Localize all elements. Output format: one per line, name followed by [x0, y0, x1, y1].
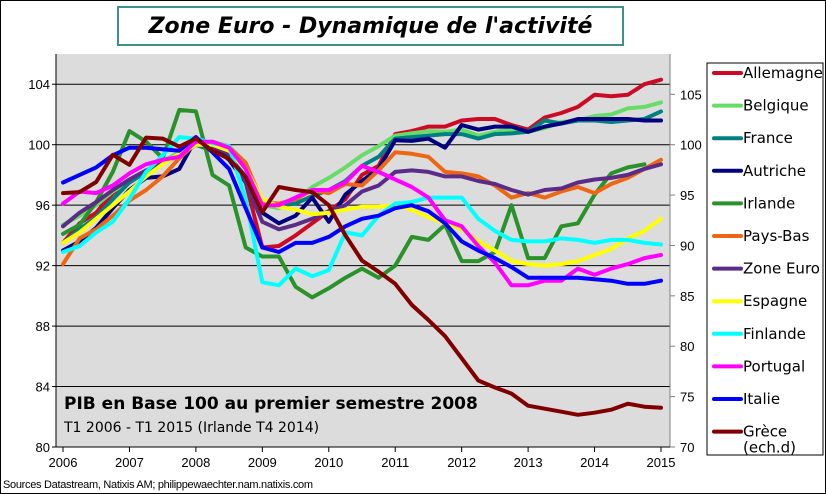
- x-tick-label: 2007: [115, 455, 144, 470]
- legend-label: Irlande: [743, 194, 795, 212]
- right-tick-label: 75: [680, 390, 694, 405]
- legend-label: Espagne: [743, 292, 807, 310]
- legend-label: Autriche: [743, 162, 806, 180]
- series-line-pays-bas: [61, 141, 663, 267]
- series-line-espagne: [61, 142, 663, 268]
- legend-label: Portugal: [743, 357, 805, 375]
- legend-label-note: (ech.d): [743, 439, 796, 457]
- left-tick-label: 80: [36, 440, 50, 455]
- chart-title: Zone Euro - Dynamique de l'activité: [117, 6, 624, 46]
- left-tick-label: 96: [36, 198, 50, 213]
- x-tick-label: 2012: [447, 455, 476, 470]
- x-tick-label: 2010: [314, 455, 343, 470]
- series-line-grèce-ech-d-: [61, 135, 663, 417]
- legend: [706, 62, 824, 456]
- left-tick-label: 104: [28, 77, 50, 92]
- left-tick-label: 100: [28, 138, 50, 153]
- legend-label: Allemagne: [743, 64, 823, 82]
- legend-label: Grèce: [743, 423, 787, 441]
- plot-area: [56, 54, 670, 447]
- annotation-title: PIB en Base 100 au premier semestre 2008: [64, 394, 478, 414]
- legend-label: Finlande: [743, 325, 806, 343]
- left-tick-label: 92: [36, 259, 50, 274]
- annotation-subtitle: T1 2006 - T1 2015 (Irlande T4 2014): [63, 420, 319, 436]
- left-tick-label: 84: [36, 380, 50, 395]
- right-tick-label: 80: [680, 339, 694, 354]
- x-tick-label: 2015: [647, 455, 676, 470]
- x-tick-label: 2008: [181, 455, 210, 470]
- source-note: Sources Datastream, Natixis AM; philippe…: [3, 479, 313, 491]
- series-line-finlande: [61, 135, 663, 288]
- right-tick-label: 100: [680, 138, 702, 153]
- right-tick-label: 70: [680, 440, 694, 455]
- series-line-portugal: [61, 139, 663, 288]
- series-line-italie: [61, 135, 663, 286]
- legend-label: Italie: [743, 390, 780, 408]
- legend-label: Pays-Bas: [743, 227, 810, 245]
- right-tick-label: 95: [680, 188, 694, 203]
- right-tick-label: 85: [680, 289, 694, 304]
- left-tick-label: 88: [36, 319, 50, 334]
- x-tick-label: 2013: [514, 455, 543, 470]
- x-tick-label: 2009: [248, 455, 277, 470]
- legend-label: Zone Euro: [743, 260, 820, 278]
- legend-label: France: [743, 129, 793, 147]
- x-tick-label: 2011: [381, 455, 409, 470]
- x-tick-label: 2014: [580, 455, 609, 470]
- right-tick-label: 105: [680, 87, 702, 102]
- x-tick-label: 2006: [49, 455, 78, 470]
- right-tick-label: 90: [680, 238, 694, 253]
- legend-label: Belgique: [743, 97, 809, 115]
